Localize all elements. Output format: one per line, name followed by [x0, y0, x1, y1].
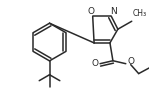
Text: O: O: [92, 59, 99, 68]
Text: O: O: [127, 57, 134, 66]
Text: CH₃: CH₃: [133, 9, 147, 18]
Text: O: O: [87, 7, 94, 16]
Text: N: N: [110, 7, 117, 16]
